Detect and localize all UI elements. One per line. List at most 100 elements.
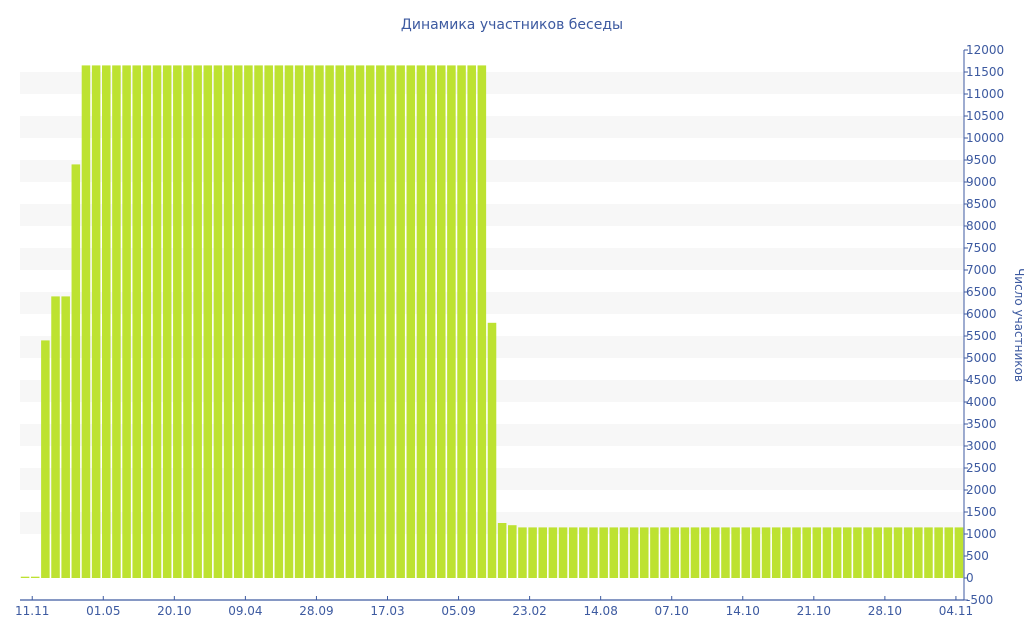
bar	[518, 527, 527, 578]
x-tick-label: 09.04	[228, 604, 262, 618]
bar	[792, 527, 801, 578]
x-axis: 11.11 01.05 20.10 09.04 28.09 17.03 05.09 23.02…	[15, 596, 973, 618]
bar	[670, 527, 679, 578]
y-tick-label: 0	[966, 571, 974, 585]
x-tick-label: 28.09	[299, 604, 333, 618]
x-tick-label: 11.11	[15, 604, 49, 618]
bar	[477, 65, 487, 578]
bar	[771, 527, 781, 578]
bar	[873, 527, 882, 578]
y-tick-label: 8000	[966, 219, 997, 233]
bar	[254, 65, 263, 578]
bar	[233, 65, 243, 578]
bar	[639, 527, 649, 578]
grid-band	[20, 116, 964, 138]
bar	[71, 164, 81, 578]
bar	[325, 65, 334, 578]
x-tick-label: 14.10	[726, 604, 760, 618]
bar	[20, 576, 30, 578]
x-tick-label: 28.10	[868, 604, 902, 618]
bar	[152, 65, 162, 578]
bar	[558, 527, 568, 578]
bar	[122, 65, 131, 578]
bar	[934, 527, 943, 578]
bar	[579, 527, 588, 578]
grid-band	[20, 204, 964, 226]
bar	[822, 527, 832, 578]
bar	[355, 65, 365, 578]
y-tick-label: 10000	[966, 131, 1004, 145]
y-tick-label: 1500	[966, 505, 997, 519]
bar	[365, 65, 375, 578]
y-tick-label: 6000	[966, 307, 997, 321]
bar	[457, 65, 466, 578]
x-tick-label: 01.05	[86, 604, 120, 618]
bar	[741, 527, 751, 578]
bar	[30, 576, 40, 578]
y-axis: -500 0 500 1000 1500 2000 2500 3000 3500 4000 4500…	[963, 43, 1004, 607]
grid-band	[20, 248, 964, 270]
bar	[396, 65, 405, 578]
y-tick-label: 7500	[966, 241, 997, 255]
bar	[244, 65, 253, 578]
bar	[782, 527, 791, 578]
bar	[629, 527, 639, 578]
bar	[345, 65, 355, 578]
bar	[609, 527, 619, 578]
bar	[41, 340, 50, 578]
bar	[528, 527, 537, 578]
y-tick-label: 11000	[966, 87, 1004, 101]
bar	[802, 527, 811, 578]
bar	[700, 527, 710, 578]
bar	[173, 65, 182, 578]
bar	[376, 65, 385, 578]
bar	[548, 527, 558, 578]
grid-band	[20, 72, 964, 94]
bar	[903, 527, 913, 578]
bar	[690, 527, 700, 578]
bar	[497, 523, 507, 578]
x-tick-label: 07.10	[655, 604, 689, 618]
bar	[711, 527, 720, 578]
bar	[81, 65, 91, 578]
bar	[203, 65, 213, 578]
y-tick-label: 12000	[966, 43, 1004, 57]
bar	[731, 527, 740, 578]
bar	[436, 65, 446, 578]
bar	[721, 527, 730, 578]
y-tick-label: 10500	[966, 109, 1004, 123]
bar	[812, 527, 822, 578]
y-tick-label: 3500	[966, 417, 997, 431]
bar	[568, 527, 578, 578]
chart-title: Динамика участников беседы	[401, 17, 623, 33]
bar	[274, 65, 284, 578]
bar	[102, 65, 111, 578]
y-tick-label: 9000	[966, 175, 997, 189]
bar	[832, 527, 842, 578]
bar	[650, 527, 659, 578]
bar	[284, 65, 294, 578]
bar	[589, 527, 598, 578]
bar	[193, 65, 202, 578]
y-tick-label: 7000	[966, 263, 997, 277]
bar	[883, 527, 893, 578]
bar	[183, 65, 192, 578]
bar	[305, 65, 314, 578]
bar	[162, 65, 172, 578]
y-tick-label: 9500	[966, 153, 997, 167]
y-tick-label: 6500	[966, 285, 997, 299]
grid-band	[20, 160, 964, 182]
bar	[51, 296, 60, 578]
bar	[426, 65, 436, 578]
bar	[599, 527, 608, 578]
y-tick-label: 3000	[966, 439, 997, 453]
bar	[680, 527, 690, 578]
y-tick-label: 4500	[966, 373, 997, 387]
bar	[487, 322, 497, 578]
grid-band	[20, 292, 964, 314]
y-axis-label: Число участников	[1012, 268, 1024, 382]
bar	[112, 65, 121, 578]
bar	[406, 65, 416, 578]
x-tick-label: 20.10	[157, 604, 191, 618]
